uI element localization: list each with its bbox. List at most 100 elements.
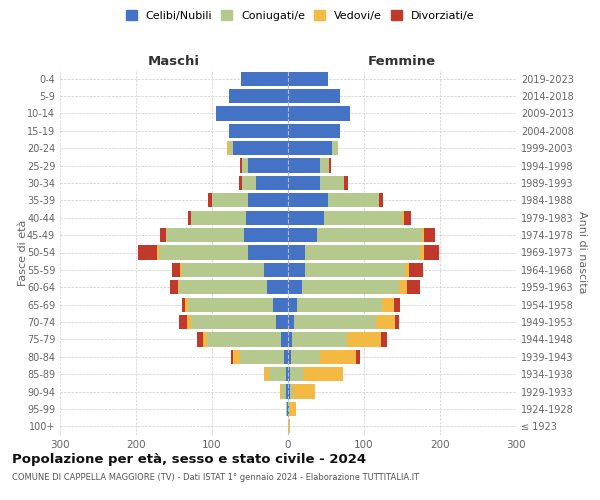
Bar bbox=[231, 350, 233, 364]
Bar bbox=[157, 246, 159, 260]
Bar bbox=[179, 315, 187, 329]
Bar bbox=[244, 228, 288, 242]
Bar bbox=[305, 246, 420, 260]
Bar bbox=[288, 332, 292, 346]
Bar bbox=[288, 106, 350, 120]
Bar bbox=[248, 246, 288, 260]
Bar bbox=[182, 298, 185, 312]
Bar bbox=[286, 367, 288, 382]
Bar bbox=[229, 141, 233, 156]
Bar bbox=[185, 298, 188, 312]
Bar bbox=[291, 350, 320, 364]
Bar bbox=[288, 263, 305, 277]
Bar bbox=[287, 402, 288, 416]
Bar bbox=[170, 280, 178, 294]
Text: Popolazione per età, sesso e stato civile - 2024: Popolazione per età, sesso e stato civil… bbox=[12, 452, 366, 466]
Bar bbox=[332, 141, 338, 156]
Bar bbox=[288, 72, 328, 86]
Bar bbox=[191, 315, 276, 329]
Bar bbox=[248, 158, 288, 172]
Bar bbox=[394, 298, 400, 312]
Bar bbox=[281, 332, 288, 346]
Bar bbox=[290, 384, 293, 398]
Bar bbox=[294, 315, 376, 329]
Y-axis label: Anni di nascita: Anni di nascita bbox=[577, 211, 587, 294]
Bar bbox=[265, 367, 269, 382]
Bar bbox=[382, 298, 394, 312]
Bar bbox=[188, 210, 191, 225]
Bar bbox=[420, 246, 424, 260]
Bar bbox=[290, 402, 296, 416]
Bar bbox=[424, 246, 439, 260]
Bar bbox=[288, 124, 340, 138]
Bar bbox=[263, 263, 288, 277]
Bar bbox=[379, 193, 383, 208]
Bar bbox=[325, 210, 402, 225]
Bar bbox=[273, 298, 288, 312]
Bar bbox=[180, 263, 182, 277]
Bar bbox=[187, 315, 191, 329]
Bar bbox=[381, 332, 387, 346]
Bar bbox=[288, 384, 290, 398]
Bar bbox=[320, 176, 344, 190]
Bar bbox=[269, 367, 286, 382]
Bar bbox=[409, 263, 422, 277]
Bar bbox=[356, 350, 360, 364]
Bar bbox=[229, 124, 288, 138]
Bar bbox=[206, 332, 281, 346]
Bar bbox=[282, 384, 286, 398]
Bar bbox=[203, 332, 206, 346]
Bar bbox=[297, 298, 382, 312]
Bar bbox=[138, 246, 157, 260]
Bar bbox=[302, 280, 399, 294]
Bar bbox=[288, 228, 317, 242]
Bar bbox=[240, 350, 284, 364]
Bar bbox=[288, 419, 290, 434]
Bar bbox=[320, 158, 329, 172]
Bar bbox=[329, 158, 331, 172]
Text: Maschi: Maschi bbox=[148, 56, 200, 68]
Bar bbox=[288, 280, 302, 294]
Bar bbox=[288, 210, 325, 225]
Bar bbox=[288, 315, 294, 329]
Bar bbox=[191, 210, 246, 225]
Bar bbox=[208, 193, 212, 208]
Bar bbox=[288, 141, 332, 156]
Bar bbox=[212, 193, 248, 208]
Bar bbox=[289, 402, 290, 416]
Bar bbox=[197, 332, 203, 346]
Bar bbox=[188, 298, 273, 312]
Bar bbox=[407, 280, 420, 294]
Bar bbox=[241, 72, 288, 86]
Bar bbox=[422, 228, 424, 242]
Bar bbox=[242, 176, 256, 190]
Bar bbox=[404, 210, 411, 225]
Bar bbox=[280, 384, 282, 398]
Bar bbox=[317, 228, 422, 242]
Bar bbox=[286, 402, 287, 416]
Bar bbox=[402, 210, 404, 225]
Bar bbox=[290, 367, 303, 382]
Bar bbox=[344, 176, 348, 190]
Bar bbox=[424, 228, 436, 242]
Bar bbox=[303, 367, 343, 382]
Bar bbox=[256, 176, 288, 190]
Bar bbox=[166, 228, 244, 242]
Bar bbox=[276, 315, 288, 329]
Bar bbox=[305, 263, 405, 277]
Bar bbox=[172, 263, 180, 277]
Bar bbox=[328, 193, 379, 208]
Bar bbox=[229, 89, 288, 103]
Bar bbox=[240, 158, 242, 172]
Bar bbox=[179, 280, 267, 294]
Bar bbox=[242, 158, 248, 172]
Bar bbox=[288, 89, 340, 103]
Bar bbox=[284, 350, 288, 364]
Y-axis label: Fasce di età: Fasce di età bbox=[17, 220, 28, 286]
Bar bbox=[160, 228, 166, 242]
Bar bbox=[159, 246, 248, 260]
Text: COMUNE DI CAPPELLA MAGGIORE (TV) - Dati ISTAT 1° gennaio 2024 - Elaborazione TUT: COMUNE DI CAPPELLA MAGGIORE (TV) - Dati … bbox=[12, 472, 419, 482]
Bar bbox=[248, 193, 288, 208]
Text: Femmine: Femmine bbox=[368, 56, 436, 68]
Bar bbox=[246, 210, 288, 225]
